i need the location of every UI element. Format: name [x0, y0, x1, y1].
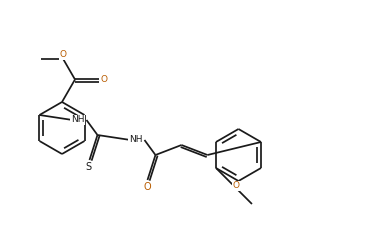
Text: NH: NH	[129, 136, 142, 144]
Text: O: O	[60, 50, 67, 59]
Text: O: O	[100, 75, 107, 84]
Text: O: O	[144, 182, 151, 192]
Text: O: O	[232, 181, 240, 191]
Text: S: S	[85, 162, 92, 172]
Text: NH: NH	[71, 115, 84, 125]
